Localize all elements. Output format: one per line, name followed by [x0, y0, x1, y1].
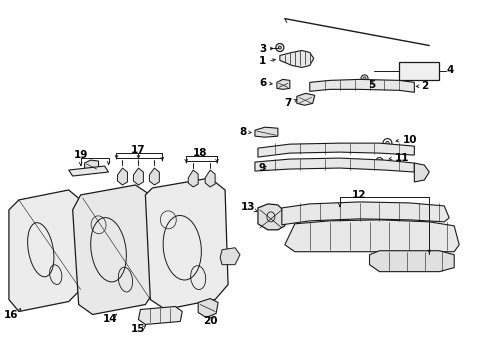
Text: 3: 3 [259, 44, 266, 54]
Text: 13: 13 [240, 202, 255, 212]
Text: 18: 18 [193, 148, 207, 158]
Text: 11: 11 [394, 153, 408, 163]
Polygon shape [117, 168, 127, 185]
Polygon shape [9, 190, 81, 311]
Text: 14: 14 [103, 314, 118, 324]
Polygon shape [68, 166, 108, 176]
Text: 19: 19 [73, 150, 88, 160]
Text: 17: 17 [131, 145, 145, 155]
Text: 2: 2 [421, 81, 427, 91]
Polygon shape [205, 170, 215, 187]
Text: 1: 1 [259, 57, 266, 67]
Polygon shape [254, 127, 277, 137]
Text: 16: 16 [3, 310, 18, 320]
Polygon shape [73, 185, 155, 315]
Ellipse shape [385, 141, 388, 145]
Polygon shape [281, 202, 448, 225]
Text: 12: 12 [351, 190, 366, 200]
Polygon shape [149, 168, 159, 185]
Polygon shape [258, 204, 285, 230]
Polygon shape [220, 248, 240, 265]
Text: 4: 4 [446, 66, 453, 76]
Polygon shape [276, 80, 289, 89]
Text: 5: 5 [367, 80, 374, 90]
Text: 8: 8 [239, 127, 246, 137]
Text: 7: 7 [284, 98, 291, 108]
Polygon shape [413, 163, 428, 182]
Polygon shape [369, 251, 453, 272]
Polygon shape [279, 50, 313, 67]
Ellipse shape [278, 46, 281, 49]
Ellipse shape [362, 77, 366, 80]
Polygon shape [188, 170, 198, 187]
Text: 15: 15 [131, 324, 145, 334]
Polygon shape [254, 158, 413, 172]
Text: 20: 20 [203, 316, 217, 327]
Polygon shape [309, 80, 413, 92]
Text: 9: 9 [258, 163, 265, 173]
Text: 10: 10 [402, 135, 416, 145]
Polygon shape [145, 178, 227, 310]
Text: 6: 6 [259, 78, 266, 88]
Polygon shape [84, 160, 99, 172]
Polygon shape [138, 306, 182, 324]
Polygon shape [285, 220, 458, 252]
Polygon shape [133, 168, 143, 185]
Polygon shape [399, 62, 438, 80]
Polygon shape [198, 298, 218, 318]
Polygon shape [258, 143, 413, 157]
Polygon shape [296, 93, 314, 105]
